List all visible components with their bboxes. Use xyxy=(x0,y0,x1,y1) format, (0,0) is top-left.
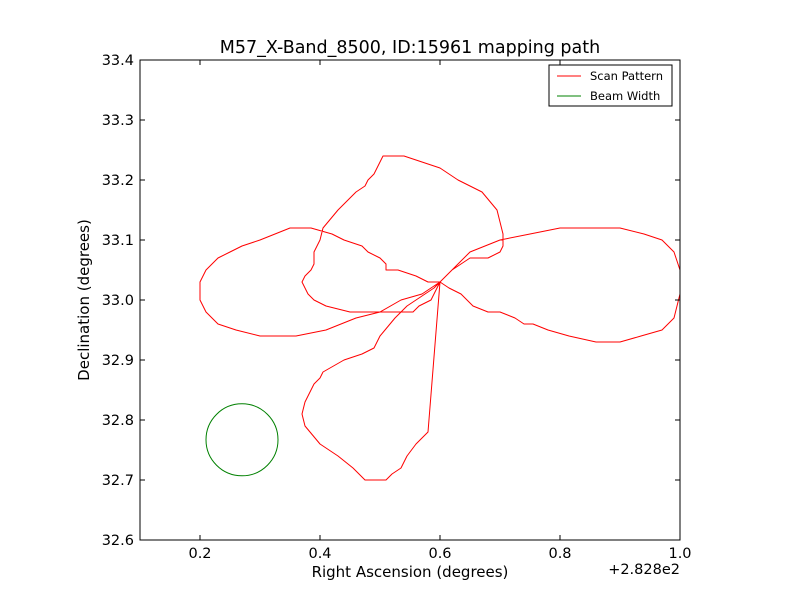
scan-pattern-line xyxy=(199,155,681,481)
y-tick-label: 33.4 xyxy=(102,53,134,69)
legend-label-beam-width: Beam Width xyxy=(590,89,660,103)
x-axis-offset-label: +2.828e2 xyxy=(608,562,680,578)
y-tick-label: 33.1 xyxy=(102,233,134,249)
x-tick-label: 0.8 xyxy=(548,546,571,562)
legend-box xyxy=(548,64,673,107)
plot-frame xyxy=(139,59,681,541)
x-axis-title: Right Ascension (degrees) xyxy=(312,563,509,581)
plot-area-background xyxy=(140,60,680,540)
legend: Scan Pattern Beam Width xyxy=(548,64,673,107)
chart-title: M57_X-Band_8500, ID:15961 mapping path xyxy=(220,38,600,58)
x-tick-label: 1.0 xyxy=(668,546,691,562)
x-tick-label: 0.6 xyxy=(428,546,451,562)
y-tick-label: 32.7 xyxy=(102,473,134,489)
y-tick-label: 33.3 xyxy=(102,113,134,129)
y-tick-label: 33.0 xyxy=(102,293,134,309)
y-tick-label: 32.9 xyxy=(102,353,134,369)
x-tick-label: 0.2 xyxy=(188,546,211,562)
tick-layer: 0.2 0.4 0.6 0.8 1.0 32.6 32.7 32.8 32.9 33.0 33.1 3… xyxy=(102,53,692,562)
y-tick-label: 32.6 xyxy=(102,533,134,549)
y-tick-label: 33.2 xyxy=(102,173,134,189)
x-tick-label: 0.4 xyxy=(308,546,331,562)
y-tick-label: 32.8 xyxy=(102,413,134,429)
y-axis-title: Declination (degrees) xyxy=(75,219,93,381)
beam-width-circle xyxy=(205,403,279,477)
legend-label-scan-pattern: Scan Pattern xyxy=(590,69,663,83)
data-layer xyxy=(199,155,681,481)
